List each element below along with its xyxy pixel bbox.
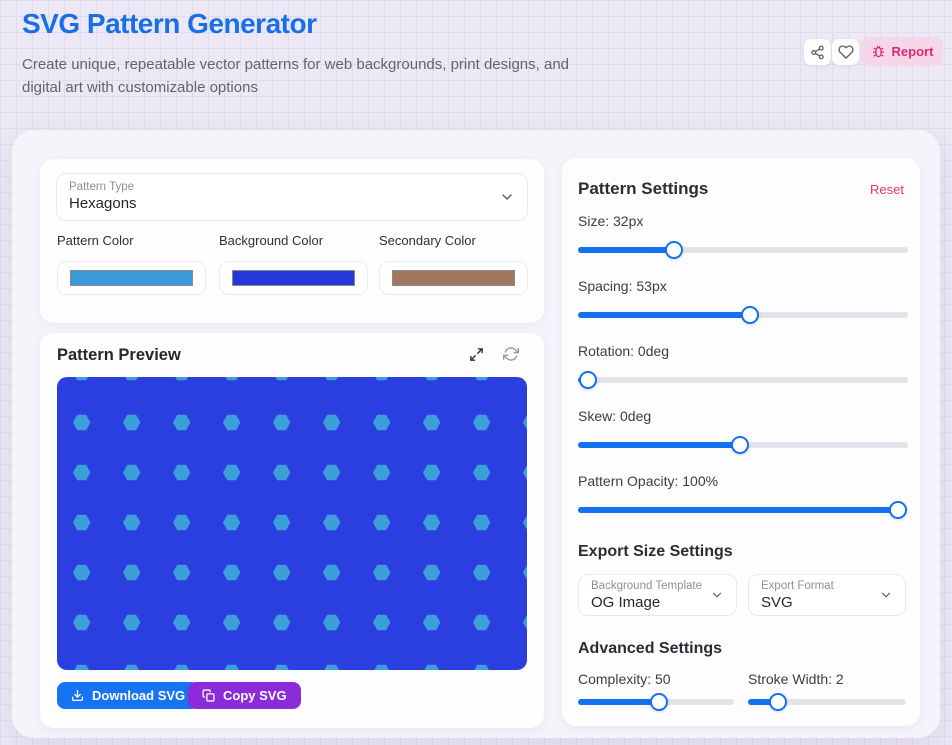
background-template-label: Background Template: [591, 580, 703, 592]
pattern-type-select[interactable]: Pattern Type Hexagons: [56, 173, 528, 221]
pattern-type-value: Hexagons: [69, 195, 137, 212]
share-icon: [810, 45, 825, 60]
export-format-label: Export Format: [761, 580, 834, 592]
reset-button[interactable]: Reset: [870, 182, 904, 197]
rotation-slider-label: Rotation: 0deg: [578, 343, 670, 359]
opacity-slider[interactable]: [578, 501, 908, 519]
complexity-slider[interactable]: [578, 693, 734, 711]
chevron-down-icon: [499, 189, 515, 205]
pattern-preview-canvas: [57, 377, 527, 670]
background-color-label: Background Color: [219, 233, 324, 248]
refresh-button[interactable]: [501, 344, 521, 364]
copy-svg-button[interactable]: Copy SVG: [188, 682, 301, 709]
background-template-value: OG Image: [591, 594, 661, 611]
download-svg-label: Download SVG: [92, 688, 186, 703]
bug-icon: [871, 44, 886, 59]
chevron-down-icon: [879, 588, 893, 602]
secondary-color-label: Secondary Color: [379, 233, 476, 248]
hexagon-pattern-svg: [72, 377, 527, 670]
expand-icon: [469, 347, 484, 362]
pattern-controls-card: Pattern Type Hexagons Pattern Color Back…: [40, 159, 544, 323]
background-color-swatch: [232, 270, 355, 286]
background-color-picker[interactable]: [219, 261, 368, 295]
stroke-width-slider-thumb[interactable]: [769, 693, 788, 711]
complexity-slider-thumb[interactable]: [650, 693, 669, 711]
report-button[interactable]: Report: [861, 37, 943, 66]
page-subtitle: Create unique, repeatable vector pattern…: [22, 56, 570, 96]
pattern-color-picker[interactable]: [57, 261, 206, 295]
opacity-slider-thumb[interactable]: [889, 501, 908, 519]
download-icon: [71, 689, 84, 702]
rotation-slider[interactable]: [578, 371, 908, 389]
pattern-color-swatch: [70, 270, 193, 286]
preview-title: Pattern Preview: [57, 346, 181, 364]
secondary-color-swatch: [392, 270, 515, 286]
export-format-value: SVG: [761, 594, 793, 611]
refresh-icon: [503, 346, 519, 362]
stroke-width-slider-label: Stroke Width: 2: [748, 671, 844, 687]
page-title: SVG Pattern Generator: [22, 8, 317, 39]
favorite-button[interactable]: [832, 39, 859, 65]
share-button[interactable]: [804, 39, 831, 65]
size-slider-label: Size: 32px: [578, 213, 644, 229]
skew-slider-label: Skew: 0deg: [578, 408, 652, 424]
copy-icon: [202, 689, 215, 702]
advanced-settings-title: Advanced Settings: [578, 640, 723, 657]
export-format-select[interactable]: Export Format SVG: [748, 574, 906, 616]
stroke-width-slider[interactable]: [748, 693, 906, 711]
copy-svg-label: Copy SVG: [223, 688, 287, 703]
background-template-select[interactable]: Background Template OG Image: [578, 574, 737, 616]
size-slider-thumb[interactable]: [664, 241, 683, 259]
export-settings-title: Export Size Settings: [578, 543, 733, 560]
download-svg-button[interactable]: Download SVG: [57, 682, 200, 709]
settings-title: Pattern Settings: [578, 179, 709, 198]
spacing-slider-thumb[interactable]: [740, 306, 759, 324]
pattern-type-label: Pattern Type: [69, 181, 134, 193]
secondary-color-picker[interactable]: [379, 261, 528, 295]
complexity-slider-label: Complexity: 50: [578, 671, 671, 687]
pattern-color-label: Pattern Color: [57, 233, 134, 248]
skew-slider[interactable]: [578, 436, 908, 454]
opacity-slider-label: Pattern Opacity: 100%: [578, 473, 719, 489]
report-label: Report: [891, 44, 934, 59]
heart-icon: [837, 44, 854, 60]
rotation-slider-thumb[interactable]: [578, 371, 597, 389]
size-slider[interactable]: [578, 241, 908, 259]
spacing-slider-label: Spacing: 53px: [578, 278, 667, 294]
spacing-slider[interactable]: [578, 306, 908, 324]
pattern-preview-card: Pattern Preview Download SVG Copy SVG: [40, 333, 544, 728]
chevron-down-icon: [710, 588, 724, 602]
pattern-settings-card: Pattern Settings Reset Size: 32px Spacin…: [562, 158, 920, 726]
skew-slider-thumb[interactable]: [730, 436, 749, 454]
expand-button[interactable]: [466, 344, 486, 364]
